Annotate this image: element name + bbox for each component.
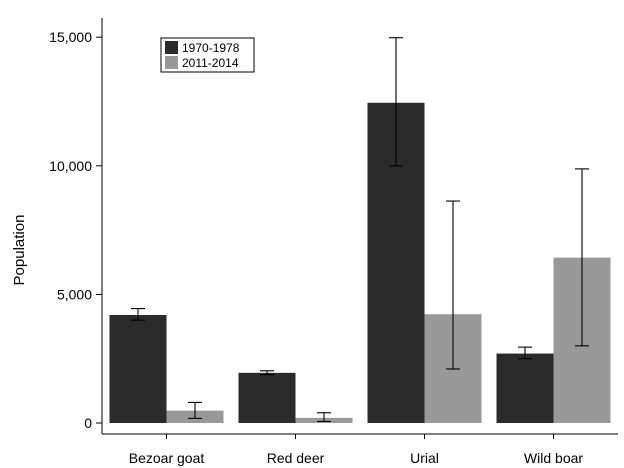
x-tick-label: Red deer: [267, 450, 325, 466]
error-bar: [575, 168, 589, 347]
bar-red-deer-1970-1978: [238, 372, 296, 423]
legend-swatch: [165, 41, 178, 54]
x-tick-label: Bezoar goat: [129, 450, 205, 466]
x-axis-ticks: Bezoar goat Red deer Urial Wild boar: [129, 434, 583, 466]
x-tick-label: Urial: [410, 450, 439, 466]
plot-area: [109, 37, 611, 423]
y-axis-title: Population: [11, 215, 28, 286]
error-bar: [317, 412, 331, 423]
legend-label: 1970-1978: [182, 41, 240, 55]
y-axis-ticks: 0 5,000 10,000 15,000: [49, 29, 102, 431]
error-bar: [446, 200, 460, 370]
y-tick-label: 0: [84, 415, 92, 431]
error-bar: [260, 370, 274, 376]
y-tick-label: 10,000: [49, 158, 92, 174]
error-bar: [518, 346, 532, 360]
legend-label: 2011-2014: [182, 56, 239, 70]
error-bar: [188, 401, 202, 419]
legend-swatch: [165, 56, 178, 69]
x-tick-label: Wild boar: [524, 450, 583, 466]
bar-bezoar-goat-1970-1978: [109, 314, 167, 423]
error-bar: [389, 37, 403, 167]
bar-wild-boar-1970-1978: [496, 353, 554, 423]
y-tick-label: 15,000: [49, 29, 92, 45]
y-tick-label: 5,000: [57, 286, 92, 302]
error-bar: [131, 307, 145, 321]
